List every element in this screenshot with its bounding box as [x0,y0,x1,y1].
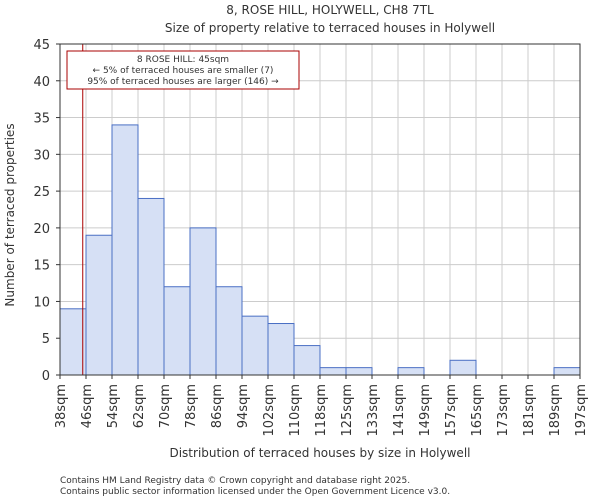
histogram-bar [189,227,217,376]
annotation-line: 95% of terraced houses are larger (146) … [87,77,279,87]
histogram-bar [163,286,191,376]
x-tick-label: 118sqm [314,384,329,437]
histogram-bar [215,286,243,376]
x-axis-label: Distribution of terraced houses by size … [169,446,470,460]
annotation-frame [66,50,300,90]
x-tick-label: 78sqm [184,384,199,428]
y-tick-label: 25 [33,185,50,200]
histogram-bar [267,323,295,376]
x-axis: 38sqm 46sqm 54sqm 62sqm 70sqm 78sqm 86sqm 94sqm… [54,375,589,437]
histogram-bar [397,367,425,376]
x-tick-label: 125sqm [340,384,355,437]
histogram-bar [85,234,113,376]
histogram-bar [241,315,269,376]
x-tick-label: 70sqm [158,384,173,428]
x-tick-label: 94sqm [236,384,251,428]
x-tick-label: 165sqm [470,384,485,437]
x-tick-label: 181sqm [522,384,537,437]
annotation-line: 8 ROSE HILL: 45sqm [137,55,229,65]
histogram-bar [553,367,581,376]
x-tick-label: 46sqm [80,384,95,428]
y-tick-label: 0 [42,369,50,384]
y-tick-label: 20 [33,222,50,237]
histogram-bar [449,359,477,376]
histogram-bar [59,308,87,376]
x-tick-label: 86sqm [210,384,225,428]
x-tick-label: 133sqm [366,384,381,437]
footer-line-1: Contains HM Land Registry data © Crown c… [60,476,410,486]
y-tick-label: 30 [33,148,50,163]
histogram-bar [319,367,347,376]
plot-frame [59,43,581,376]
y-tick-label: 15 [33,259,50,274]
x-tick-label: 149sqm [418,384,433,437]
footer-line-2: Contains public sector information licen… [60,487,450,497]
x-tick-label: 38sqm [54,384,69,428]
annotation-line: ← 5% of terraced houses are smaller (7) [93,66,274,76]
y-tick-label: 35 [33,112,50,127]
x-tick-label: 197sqm [574,384,589,437]
y-tick-label: 5 [42,332,50,347]
y-axis: 0 5 10 15 20 25 30 35 40 45 [33,38,60,384]
histogram-bar [345,367,373,376]
y-tick-label: 10 [33,295,50,310]
histogram-bar [111,124,139,376]
chart-subtitle: Size of property relative to terraced ho… [165,21,495,35]
y-tick-label: 45 [33,38,50,53]
x-tick-label: 110sqm [288,384,303,437]
x-tick-label: 54sqm [106,384,121,428]
chart-title: 8, ROSE HILL, HOLYWELL, CH8 7TL [226,3,434,17]
x-tick-label: 62sqm [132,384,147,428]
bars [59,124,581,376]
y-tick-label: 40 [33,75,50,90]
x-tick-label: 141sqm [392,384,407,437]
y-axis-label: Number of terraced properties [3,123,17,306]
x-tick-label: 102sqm [262,384,277,437]
x-tick-label: 189sqm [548,384,563,437]
annotation-box: 8 ROSE HILL: 45sqm← 5% of terraced house… [66,50,300,90]
histogram-bar [137,197,165,376]
x-tick-label: 173sqm [496,384,511,437]
x-tick-label: 157sqm [444,384,459,437]
histogram-bar [293,345,321,376]
